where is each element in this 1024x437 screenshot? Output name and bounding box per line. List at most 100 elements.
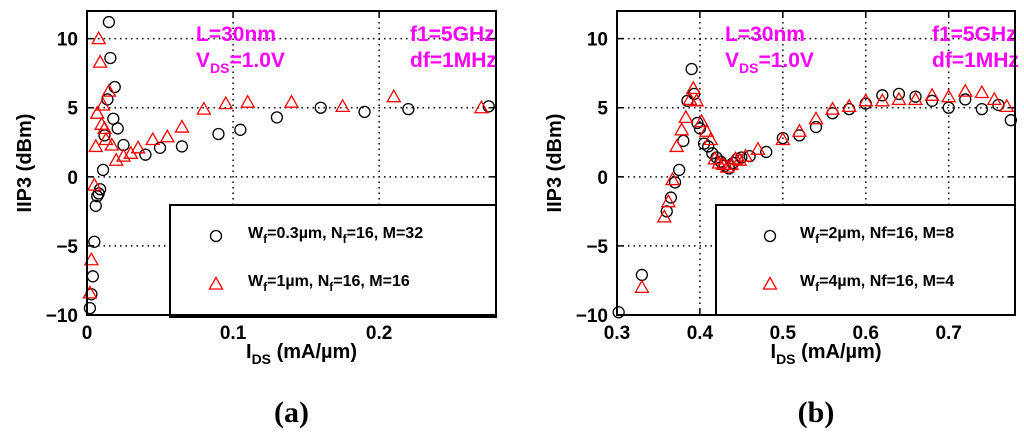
data-point-circle <box>975 102 988 116</box>
data-point-circle <box>673 163 686 177</box>
x-axis-label: IDS (mA/µm) <box>771 341 882 367</box>
data-point-triangle <box>240 94 256 108</box>
panel-caption: (a) <box>274 396 309 429</box>
data-point-triangle <box>473 99 490 114</box>
data-point-triangle <box>682 91 698 106</box>
data-point-circle <box>876 89 889 102</box>
data-point-triangle <box>957 83 973 97</box>
data-point-circle <box>83 301 97 315</box>
data-point-circle <box>685 62 698 76</box>
data-point-circle <box>706 147 719 160</box>
caption-close-paren: ) <box>299 396 309 429</box>
data-point-triangle <box>656 209 672 223</box>
data-point-triangle <box>791 123 808 137</box>
data-point-circle <box>702 140 715 153</box>
data-point-triangle <box>88 138 104 153</box>
legend-entry-1: Wf=0.3µm, Nf=16, M=32 <box>248 225 423 246</box>
legend-marker-triangle <box>762 276 778 290</box>
data-point-triangle <box>719 159 735 173</box>
data-point-circle <box>104 51 117 65</box>
legend-entry-2: Wf=4µm, Nf=16, M=4 <box>800 273 954 294</box>
data-point-triangle <box>130 139 146 154</box>
y-tick-label: 0 <box>67 168 78 189</box>
y-axis-label: IIP3 (dBm) <box>14 114 36 213</box>
legend-entry-1: Wf=2µm, Nf=16, M=8 <box>800 225 954 246</box>
series-circles <box>83 15 495 315</box>
data-point-triangle <box>711 155 727 169</box>
data-point-triangle <box>678 109 694 124</box>
data-point-triangle <box>924 87 940 101</box>
x-tick-label: 0.1 <box>220 323 247 344</box>
data-point-circle <box>402 102 415 116</box>
panel-caption: (b) <box>798 396 835 429</box>
data-point-circle <box>89 199 102 212</box>
data-point-circle <box>612 306 625 319</box>
data-point-triangle <box>808 110 824 125</box>
data-point-triangle <box>874 92 890 107</box>
data-point-triangle <box>218 95 234 110</box>
legend-entry-2: Wf=1µm, Nf=16, M=16 <box>248 273 410 294</box>
y-tick-label: 5 <box>597 99 608 120</box>
data-point-triangle <box>674 122 690 136</box>
data-point-circle <box>358 105 371 119</box>
y-tick-label: −5 <box>56 237 78 258</box>
annotation-vds: VDS=1.0V <box>196 49 285 76</box>
annotation-df: df=1MHz <box>410 49 497 72</box>
data-point-triangle <box>101 83 117 97</box>
data-point-triangle <box>283 94 300 108</box>
data-point-triangle <box>685 80 701 95</box>
legend-marker-triangle <box>208 276 224 290</box>
x-tick-label: 0.4 <box>687 323 714 344</box>
chart-panel-b: 0.3 0.4 0.5 0.6 0.7 −10 −5 0 5 10 L=30nm VDS=1.0V f1… <box>544 10 1019 429</box>
data-point-triangle <box>715 156 731 171</box>
legend-box <box>715 204 1016 316</box>
data-point-circle <box>139 148 152 161</box>
data-point-triangle <box>196 101 212 115</box>
x-tick-label: 0 <box>82 323 93 344</box>
data-point-circle <box>760 145 773 159</box>
annotation-f1: f1=5GHz <box>932 23 1017 46</box>
annotation-df: df=1MHz <box>932 49 1019 72</box>
plot-frame <box>616 10 1016 316</box>
data-point-circle <box>843 102 856 116</box>
data-point-circle <box>93 183 107 196</box>
series-triangles <box>82 30 490 299</box>
y-tick-label: 0 <box>597 168 608 189</box>
y-tick-label: 10 <box>57 30 78 51</box>
data-point-circle <box>664 191 678 204</box>
data-point-triangle <box>727 151 744 165</box>
data-point-triangle <box>174 119 190 133</box>
data-point-triangle <box>907 91 924 106</box>
caption-open-paren: ( <box>274 396 284 429</box>
data-point-triangle <box>159 128 175 143</box>
data-point-triangle <box>82 285 98 299</box>
data-point-circle <box>635 268 649 282</box>
series-triangles <box>634 80 1015 294</box>
data-point-triangle <box>891 91 907 106</box>
data-point-triangle <box>688 92 705 107</box>
x-axis-label: IDS (mA/µm) <box>246 341 357 367</box>
data-point-triangle <box>858 92 874 107</box>
data-point-triangle <box>96 120 113 135</box>
data-point-circle <box>660 205 673 218</box>
data-point-triangle <box>693 113 710 128</box>
annotation-length: L=30nm <box>725 23 805 46</box>
data-point-triangle <box>92 54 108 68</box>
data-point-triangle <box>775 131 791 146</box>
data-point-triangle <box>386 88 402 103</box>
data-point-circle <box>314 101 327 114</box>
data-point-triangle <box>941 88 957 103</box>
plot-frame <box>86 10 497 316</box>
chart-panel-a: 0 0.1 0.2 −10 −5 0 5 10 L=30nm VDS=1.0V f1=5GHz df=… <box>14 10 497 429</box>
x-tick-label: 0.6 <box>853 323 879 344</box>
data-point-triangle <box>999 98 1015 112</box>
series-circles <box>612 62 1018 319</box>
legend: Wf=2µm, Nf=16, M=8 Wf=4µm, Nf=16, M=4 <box>715 204 1016 316</box>
annotation-f1: f1=5GHz <box>410 23 495 46</box>
data-point-triangle <box>841 98 857 112</box>
data-point-triangle <box>664 171 681 186</box>
x-tick-label: 0.7 <box>935 323 961 344</box>
legend-marker-circle <box>763 229 777 243</box>
data-point-triangle <box>986 91 1002 106</box>
legend-marker-circle <box>209 229 223 243</box>
